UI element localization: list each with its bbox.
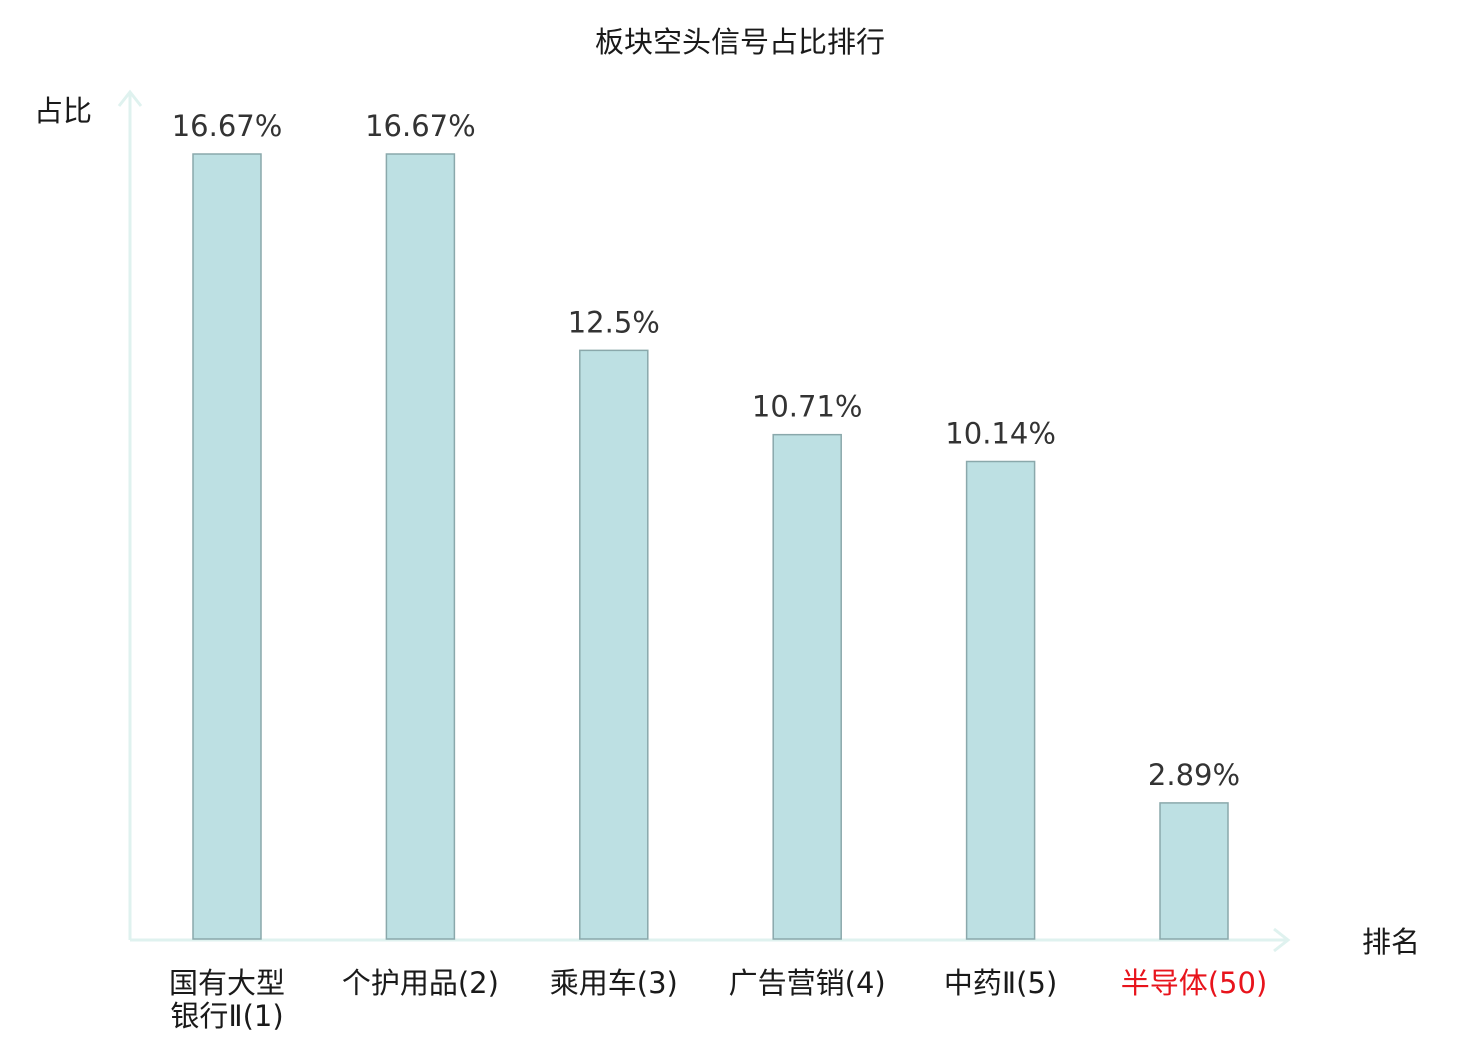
y-axis xyxy=(117,89,143,940)
bar xyxy=(965,460,1036,940)
x-tick-label: 广告营销(4) xyxy=(729,966,886,1000)
y-axis-label: 占比 xyxy=(34,94,92,128)
bar-value-label: 16.67% xyxy=(365,109,476,143)
x-tick-label: 银行Ⅱ(1) xyxy=(170,999,283,1033)
bar-value-label: 10.14% xyxy=(945,417,1056,451)
x-tick-label: 国有大型 xyxy=(169,966,285,1000)
bar-value-label: 12.5% xyxy=(568,305,660,339)
bar-value-label: 16.67% xyxy=(172,109,283,143)
x-tick-label: 中药Ⅱ(5) xyxy=(944,966,1057,1000)
x-tick-label: 半导体(50) xyxy=(1121,966,1268,1000)
bar-value-label: 10.71% xyxy=(752,390,863,424)
x-tick-label: 个护用品(2) xyxy=(342,966,499,1000)
x-axis xyxy=(130,927,1291,953)
bar xyxy=(579,349,649,940)
bar-value-label: 2.89% xyxy=(1148,758,1240,792)
value-labels-group: 16.67% 16.67% 12.5% 10.71% 10.14% 2.89% xyxy=(172,109,1240,792)
x-axis-label: 排名 xyxy=(1362,925,1420,959)
bar xyxy=(385,153,456,940)
bar xyxy=(1159,802,1229,940)
bar xyxy=(772,433,842,940)
x-tick-label: 乘用车(3) xyxy=(550,966,678,1000)
chart-title: 板块空头信号占比排行 xyxy=(595,25,885,59)
bar xyxy=(192,153,262,940)
bars-group xyxy=(192,153,1229,940)
